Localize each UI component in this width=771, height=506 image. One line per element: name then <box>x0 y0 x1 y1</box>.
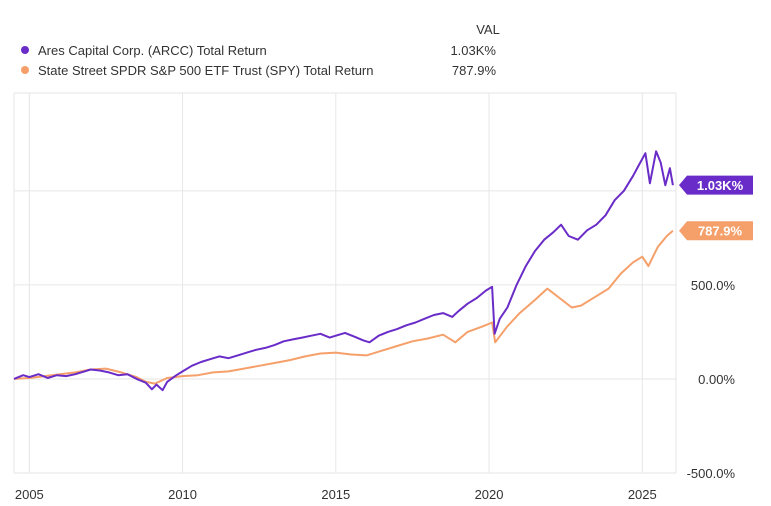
y-tick-label: 500.0% <box>691 278 736 293</box>
x-tick-label: 2025 <box>628 487 657 502</box>
legend: VAL Ares Capital Corp. (ARCC) Total Retu… <box>21 22 500 78</box>
series-line-spy <box>13 229 674 385</box>
x-tick-label: 2020 <box>475 487 504 502</box>
value-flag-spy <box>679 221 753 241</box>
x-axis: 2005 2010 2015 2020 2025 <box>15 487 657 502</box>
series-group <box>13 150 674 392</box>
value-flag-label-spy: 787.9% <box>698 224 743 239</box>
legend-marker-spy <box>21 66 29 74</box>
legend-marker-arcc <box>21 46 29 54</box>
legend-value-arcc: 1.03K% <box>450 43 496 58</box>
legend-label-arcc: Ares Capital Corp. (ARCC) Total Return <box>38 43 267 58</box>
x-tick-label: 2005 <box>15 487 44 502</box>
y-tick-label: 0.00% <box>698 372 735 387</box>
x-tick-label: 2010 <box>168 487 197 502</box>
legend-header: VAL <box>476 22 500 37</box>
value-flags: 1.03K% 787.9% <box>679 175 753 241</box>
legend-value-spy: 787.9% <box>452 63 497 78</box>
legend-label-spy: State Street SPDR S&P 500 ETF Trust (SPY… <box>38 63 374 78</box>
value-flag-label-arcc: 1.03K% <box>697 178 744 193</box>
y-tick-label: -500.0% <box>687 466 736 481</box>
y-axis: -500.0% 0.00% 500.0% <box>687 278 736 481</box>
grid <box>13 92 677 474</box>
x-tick-label: 2015 <box>321 487 350 502</box>
series-line-arcc <box>13 150 674 392</box>
value-flag-arcc <box>679 175 753 195</box>
